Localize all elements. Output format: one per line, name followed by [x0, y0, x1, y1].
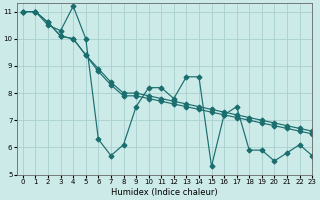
X-axis label: Humidex (Indice chaleur): Humidex (Indice chaleur)	[111, 188, 218, 197]
